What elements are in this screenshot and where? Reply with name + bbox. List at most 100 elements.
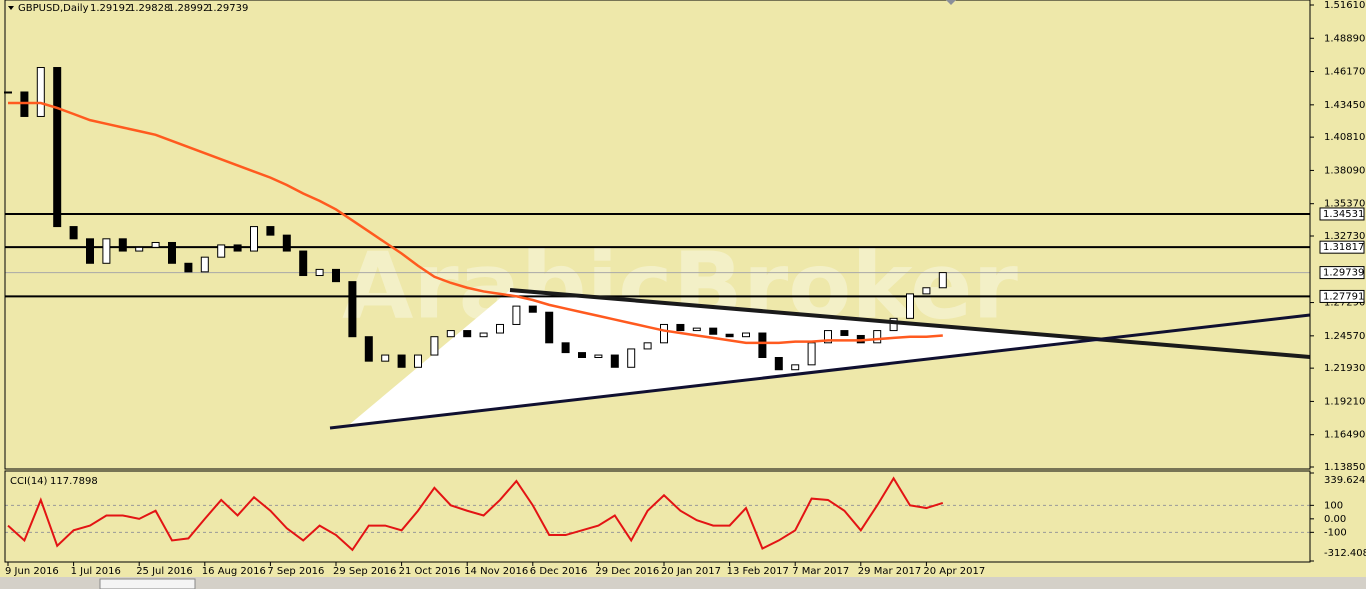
candle [266,226,275,236]
cci-frame [4,470,1311,563]
close: 1.29739 [207,3,248,14]
cci-tick-label: -312.4086 [1324,548,1366,559]
candle [151,241,160,248]
candle [725,333,734,338]
x-tick-label: 29 Mar 2017 [858,566,921,577]
candle [414,354,422,368]
candle [299,250,308,277]
candle [479,332,488,338]
header-arrow [8,6,14,10]
candle [824,330,832,344]
tab-bar [0,577,1366,589]
x-tick-label: 25 Jul 2016 [136,566,193,577]
x-tick-label: 21 Oct 2016 [399,566,461,577]
x-tick-label: 1 Jul 2016 [71,566,121,577]
candle [282,234,291,252]
x-tick-label: 14 Nov 2016 [464,566,528,577]
candle [660,323,668,344]
candle [692,327,701,332]
open: 1.29192 [90,3,131,14]
candle [545,311,554,344]
price-frame [4,0,1311,470]
y-tick-label: 1.19210 [1324,396,1365,407]
candle [463,330,472,338]
x-tick-label: 29 Dec 2016 [595,566,659,577]
y-tick-label: 1.43450 [1324,100,1365,111]
candle [643,342,652,350]
x-tick-label: 7 Sep 2016 [267,566,324,577]
candle [774,356,783,371]
candle [184,262,193,273]
symbol: GBPUSD,Daily [18,3,89,14]
x-tick-label: 9 Jun 2016 [5,566,59,577]
candle [873,330,882,344]
candle [364,336,373,362]
y-tick-label: 1.38090 [1324,165,1365,176]
trend-line-lower [329,313,1311,430]
last-price-box [1319,266,1365,280]
candle [446,330,455,338]
candle [840,330,849,336]
y-tick-label: 1.32730 [1324,231,1365,242]
tab[interactable] [99,578,196,589]
candle [742,332,750,338]
candle [36,67,45,117]
candle [348,281,357,338]
candle [594,354,603,358]
level-label: 1.31817 [1323,242,1364,253]
marker [946,0,956,5]
level-label: 1.27791 [1323,291,1364,302]
cci-title: CCI(14) [10,476,48,487]
candle [168,241,176,264]
cci-tick-label: -100 [1324,527,1347,538]
level-label: 1.34531 [1323,209,1364,220]
candle [807,342,816,366]
y-tick-label: 1.24570 [1324,331,1365,342]
x-tick-label: 7 Mar 2017 [792,566,849,577]
candle [381,354,390,362]
candle [4,91,12,94]
level-label-box [1319,240,1365,254]
candle [938,272,947,289]
candle [676,323,685,332]
y-tick-label: 1.48890 [1324,33,1365,44]
marks [4,67,947,552]
x-tick-label: 6 Dec 2016 [530,566,588,577]
low: 1.28992 [168,3,209,14]
candle [332,268,340,283]
y-tick-label: 1.40810 [1324,132,1365,143]
candle [578,352,586,358]
y-tick-label: 1.51610 [1324,0,1365,11]
candle [922,287,931,295]
candle [528,305,537,313]
candle [512,305,521,325]
trend-line-upper [509,288,1311,359]
candle [906,293,914,319]
level-label-box [1319,207,1365,221]
y-tick-label: 1.16490 [1324,430,1365,441]
candle [791,364,800,371]
candle [233,244,242,252]
candle [889,317,898,332]
x-tick-label: 20 Apr 2017 [923,566,985,577]
candle [496,323,504,334]
triangle-pattern [350,290,1100,424]
candle [709,327,718,335]
candle [217,244,226,258]
x-tick-label: 13 Feb 2017 [727,566,789,577]
candle [135,246,144,252]
candle [200,256,209,273]
y-tick-label: 1.35370 [1324,199,1365,210]
candle [69,226,78,240]
candle [627,348,636,368]
candle [397,354,406,368]
candle [315,268,324,277]
cci-tick-label: 100 [1324,500,1343,511]
candle [561,342,570,354]
series-line [8,101,943,345]
candle [118,238,127,252]
candle [430,336,439,356]
candle [758,332,767,358]
